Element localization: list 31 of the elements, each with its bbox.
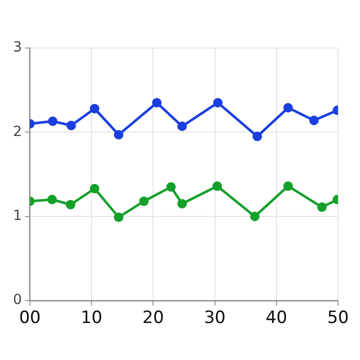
point xyxy=(213,98,223,108)
x-tick-label: 10 xyxy=(80,308,102,328)
y-tick-label: 1 xyxy=(12,208,22,224)
point xyxy=(66,200,76,210)
point xyxy=(177,199,187,209)
point xyxy=(114,212,124,222)
y-tick-label: 0 xyxy=(12,292,22,308)
point xyxy=(90,184,100,194)
point xyxy=(317,202,327,212)
x-tick-label: 30 xyxy=(204,308,226,328)
point xyxy=(139,196,149,206)
x-tick-label: 20 xyxy=(142,308,164,328)
point xyxy=(250,212,260,222)
x-tick-label: 00 xyxy=(19,308,41,328)
point xyxy=(48,116,58,126)
point xyxy=(66,120,76,130)
y-tick-label: 3 xyxy=(12,40,22,56)
point xyxy=(90,104,100,114)
y-tick-label: 2 xyxy=(12,124,22,140)
x-tick-label: 40 xyxy=(266,308,288,328)
point xyxy=(212,181,222,191)
point xyxy=(166,182,176,192)
point xyxy=(152,98,162,108)
point xyxy=(47,194,57,204)
point xyxy=(309,116,319,126)
point xyxy=(283,103,293,113)
point xyxy=(252,132,262,142)
x-tick-label: 50 xyxy=(327,308,349,328)
point xyxy=(283,181,293,191)
point xyxy=(114,130,124,140)
point xyxy=(177,122,187,132)
